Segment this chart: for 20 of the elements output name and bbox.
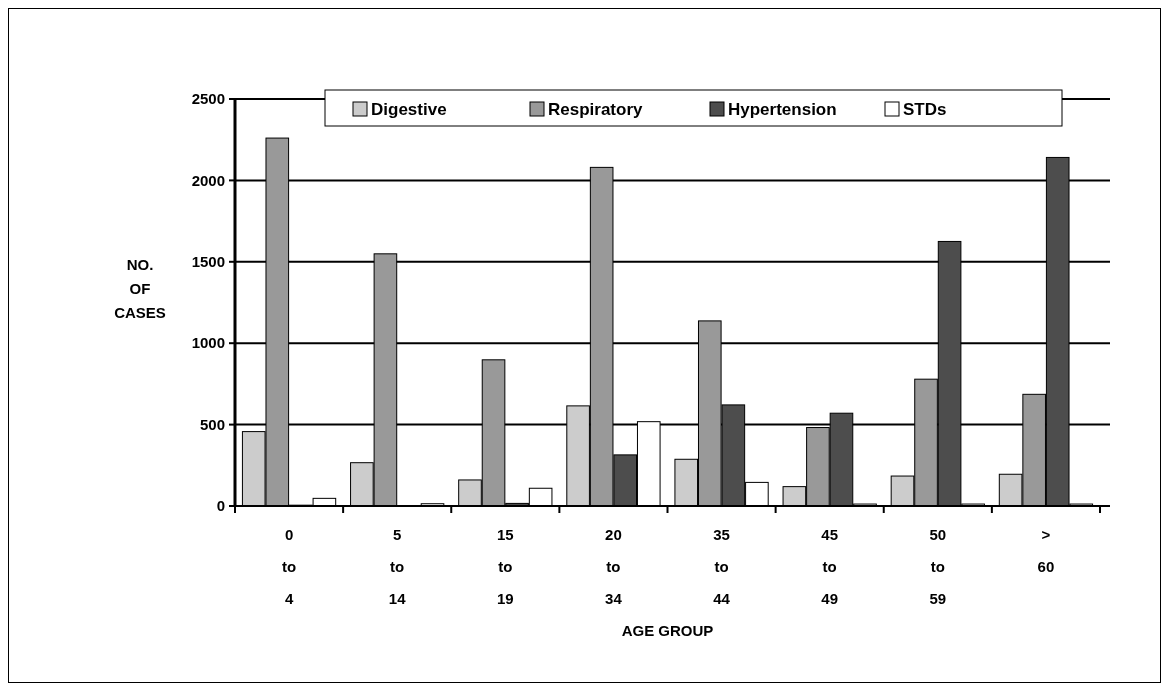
y-tick-label: 2000 (191, 171, 225, 189)
x-tick-label: 0 to 4 (281, 526, 297, 607)
legend-label: Hypertension (728, 99, 837, 119)
y-axis-title: NO. OF CASES (114, 256, 166, 321)
x-tick-label: 20 to 34 (605, 526, 623, 607)
x-tick-label: 45 to 49 (821, 526, 839, 607)
x-axis-title: AGE GROUP (621, 622, 714, 639)
legend-label: Respiratory (548, 99, 644, 119)
y-tick-label: 500 (199, 415, 225, 433)
y-tick-label: 0 (216, 497, 225, 515)
x-tick-label: 5 to 14 (388, 526, 407, 607)
y-tick-label: 1000 (191, 334, 225, 352)
legend-label: STDs (903, 99, 947, 119)
x-tick-label: 15 to 19 (496, 526, 514, 607)
legend-label: Digestive (371, 99, 447, 119)
y-tick-label: 1500 (191, 253, 225, 271)
x-tick-label: 50 to 59 (929, 526, 947, 607)
y-tick-label: 2500 (191, 90, 225, 108)
x-tick-label: 35 to 44 (713, 526, 731, 607)
x-tick-label: > 60 (1037, 526, 1055, 575)
